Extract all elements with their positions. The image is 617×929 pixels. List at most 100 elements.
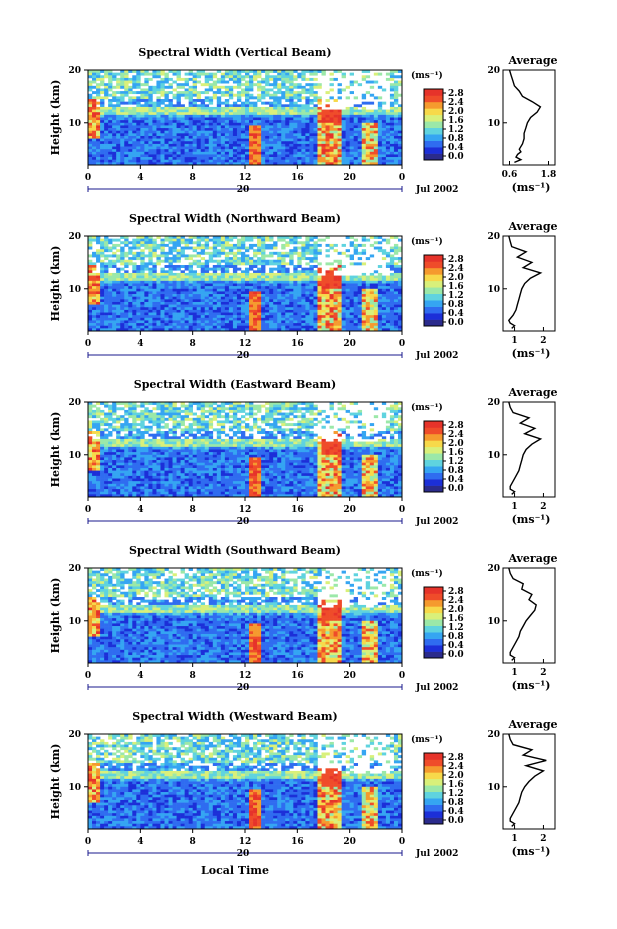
heatmap-cell [341,307,346,311]
heatmap-cell [389,309,395,313]
heatmap-cell [128,85,133,89]
heatmap-cell [313,109,318,113]
heatmap-cell [240,128,246,131]
heatmap-cell [176,257,181,261]
heatmap-cell [164,143,169,147]
heatmap-cell [132,296,137,300]
heatmap-cell [240,77,246,81]
heatmap-cell [100,251,105,255]
heatmap-cell [361,291,367,295]
heatmap-cell [365,309,371,313]
heatmap-cell [285,404,290,408]
heatmap-cell [164,114,169,118]
heatmap-cell [301,402,306,405]
heatmap-cell [289,272,294,276]
heatmap-cell [184,106,189,110]
heatmap-cell [132,135,137,139]
heatmap-cell [104,96,109,100]
heatmap-cell [124,251,129,255]
heatmap-cell [301,246,306,250]
heatmap-cell [265,133,270,137]
heatmap-cell [176,325,181,329]
heatmap-cell [249,96,254,100]
heatmap-cell [224,75,230,79]
heatmap-cell [293,112,298,116]
heatmap-cell [108,299,113,303]
heatmap-cell [293,135,298,139]
heatmap-cell [164,93,169,97]
heatmap-cell [100,77,105,81]
heatmap-cell [269,304,274,308]
heatmap-cell [120,85,125,89]
heatmap-cell [337,296,342,300]
heatmap-cell [176,307,181,311]
x-tick-label: 20 [343,339,356,349]
heatmap-cell [224,138,230,142]
heatmap-cell [232,236,238,239]
heatmap-cell [120,280,125,284]
heatmap-cell [353,283,359,287]
heatmap-cell [293,249,298,253]
heatmap-cell [381,128,387,131]
heatmap-cell [313,317,318,321]
heatmap-cell [393,262,399,266]
heatmap-cell [373,135,379,139]
heatmap-cell [293,154,298,158]
heatmap-cell [92,283,97,287]
heatmap-cell [96,135,101,139]
heatmap-cell [120,99,125,102]
heatmap-cell [196,106,202,110]
heatmap-cell [88,254,93,258]
heatmap-cell [397,157,403,161]
heatmap-cell [249,307,254,311]
heatmap-cell [232,267,238,271]
heatmap-cell [200,325,206,329]
heatmap-cell [333,280,338,284]
heatmap-cell [188,104,193,108]
heatmap-cell [204,251,210,255]
heatmap-cell [309,114,314,118]
heatmap-cell [313,257,318,261]
heatmap-cell [124,307,129,311]
heatmap-cell [349,80,354,84]
heatmap-cell [120,154,125,158]
heatmap-cell [204,307,210,311]
heatmap-cell [381,288,387,292]
heatmap-cell [120,272,125,276]
heatmap-cell [273,138,278,142]
heatmap-cell [88,296,93,300]
heatmap-cell [349,114,354,118]
heatmap-cell [297,288,302,292]
heatmap-cell [208,304,214,308]
heatmap-cell [389,254,395,258]
heatmap-cell [108,304,113,308]
heatmap-cell [224,85,230,89]
heatmap-cell [144,104,149,108]
heatmap-cell [196,96,202,100]
heatmap-cell [293,299,298,303]
heatmap-cell [269,106,274,110]
heatmap-cell [160,317,165,321]
heatmap-cell [277,280,282,284]
heatmap-cell [245,91,250,95]
heatmap-cell [261,315,266,319]
heatmap-cell [116,272,121,276]
heatmap-cell [301,257,306,261]
heatmap-cell [216,275,222,279]
heatmap-cell [204,246,210,250]
heatmap-cell [257,259,262,263]
heatmap-cell [261,259,266,263]
heatmap-cell [289,309,294,313]
heatmap-cell [116,99,121,102]
heatmap-cell [361,130,367,134]
heatmap-cell [100,270,105,274]
heatmap-cell [124,325,129,329]
heatmap-cell [361,304,367,308]
heatmap-cell [281,251,286,255]
heatmap-cell [208,96,214,100]
heatmap-cell [305,128,310,131]
heatmap-cell [341,323,346,327]
heatmap-cell [273,246,278,250]
heatmap-cell [232,272,238,276]
heatmap-cell [313,307,318,311]
